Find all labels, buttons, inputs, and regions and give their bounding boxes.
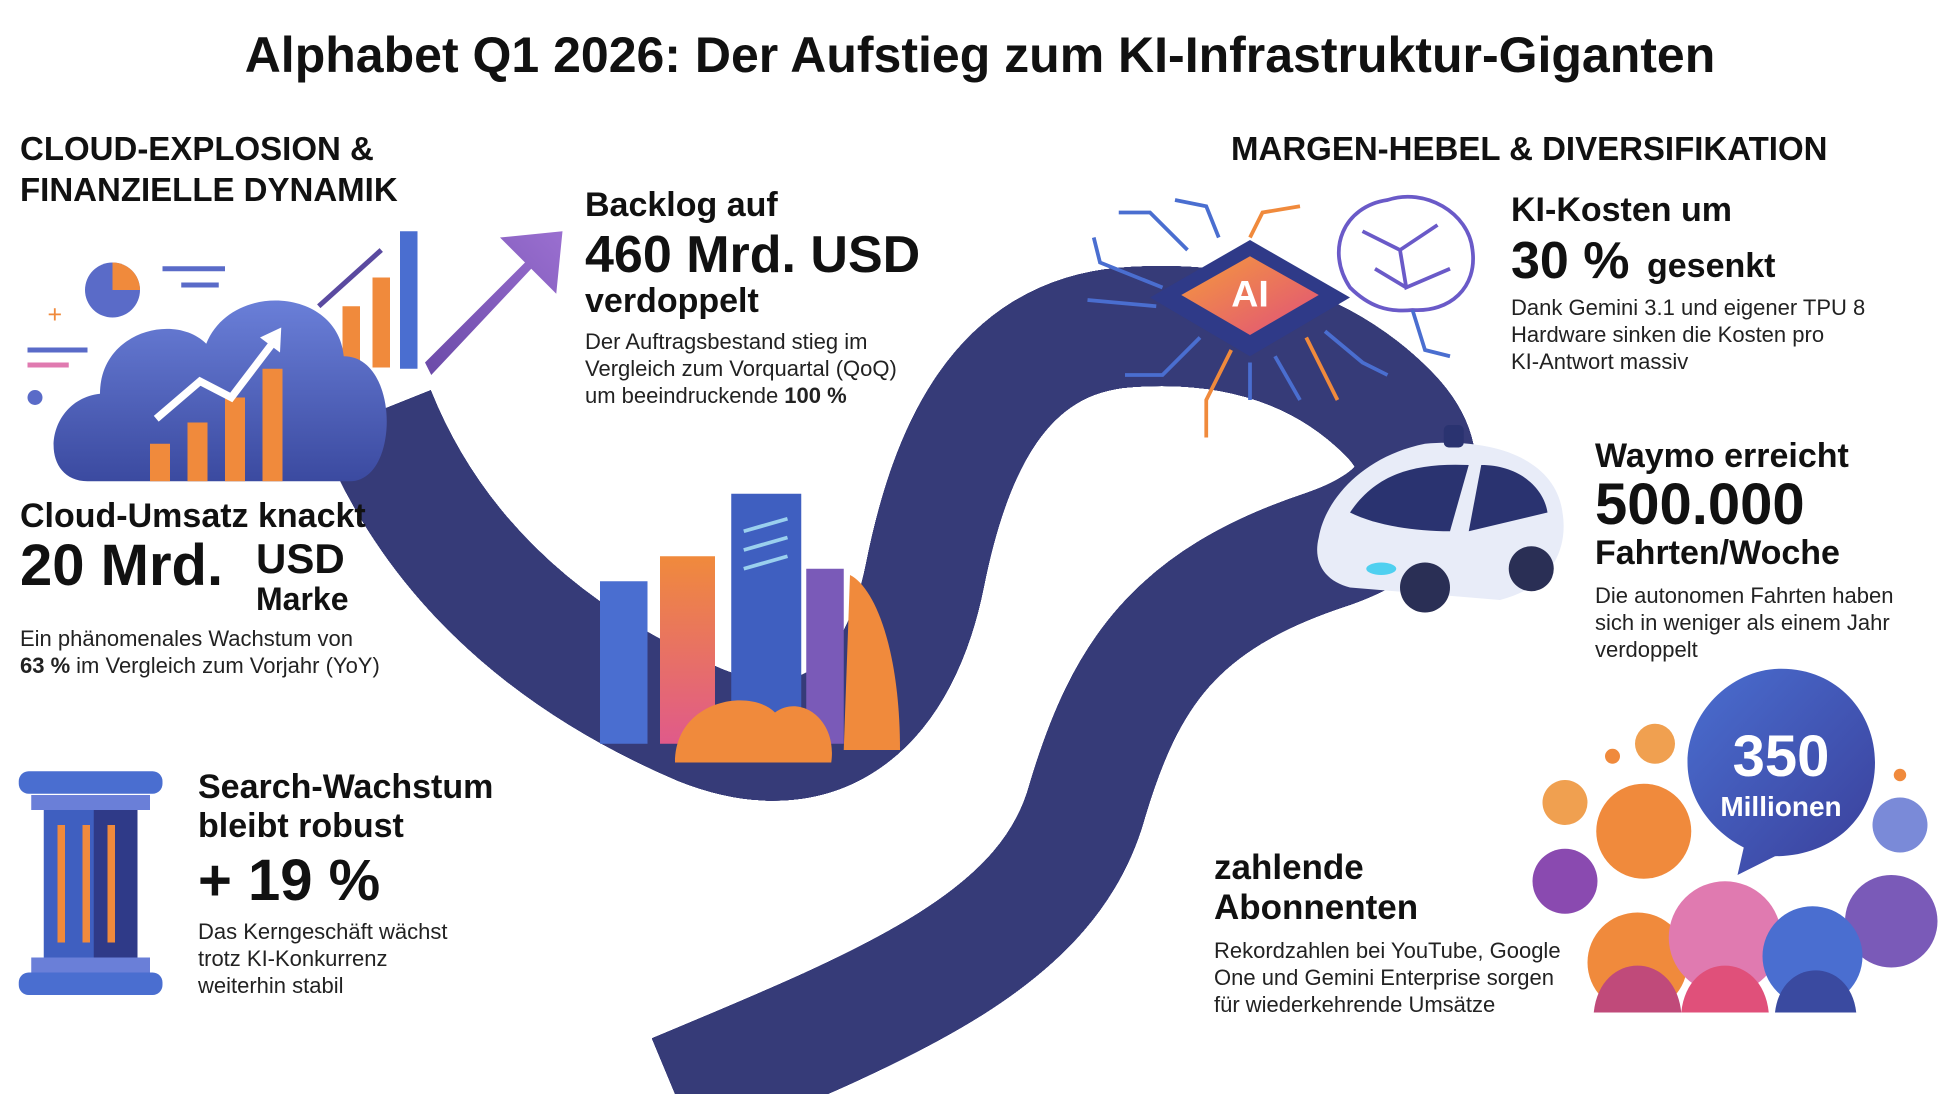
description-text: um beeindruckende <box>585 383 778 408</box>
unit: USD <box>256 535 345 582</box>
cloud-block: Cloud-Umsatz knackt 20 Mrd. USD Marke Ei… <box>20 497 380 678</box>
lead: KI-Kosten um <box>1511 191 1732 229</box>
left-heading: CLOUD-EXPLOSION & <box>20 130 374 167</box>
backlog-block: Backlog auf 460 Mrd. USD verdoppelt Der … <box>585 186 920 408</box>
description: sich in weniger als einem Jahr <box>1595 610 1890 635</box>
subscriber-icons <box>1532 668 1938 1013</box>
description: weiterhin stabil <box>197 973 344 998</box>
tail: verdoppelt <box>585 282 759 320</box>
tail: Fahrten/Woche <box>1595 534 1840 572</box>
cloud-icon: + <box>27 262 387 482</box>
tail: gesenkt <box>1647 247 1776 285</box>
figure: 20 Mrd. <box>20 533 223 598</box>
chip-label: AI <box>1231 272 1269 314</box>
description: um beeindruckende 100 % <box>585 383 847 408</box>
figure: + 19 % <box>198 848 380 913</box>
ai-chip: AI <box>1087 198 1389 438</box>
pillar-icon <box>18 771 163 995</box>
figure: 460 Mrd. USD <box>585 226 920 284</box>
lead: Waymo erreicht <box>1595 437 1849 475</box>
city <box>600 493 900 763</box>
waymo-block: Waymo erreicht 500.000 Fahrten/Woche Die… <box>1595 437 1893 662</box>
lead: Backlog auf <box>585 186 778 224</box>
autonomous-car <box>1317 425 1564 613</box>
tail: Marke <box>256 581 349 617</box>
subscribers-block: 350 Millionen zahlende Abonnenten Rekord… <box>1214 724 1842 1017</box>
description: Ein phänomenales Wachstum von <box>20 626 353 651</box>
lead: zahlende <box>1214 848 1364 887</box>
description-bold: 100 % <box>784 383 846 408</box>
description: Der Auftragsbestand stieg im <box>585 329 867 354</box>
description-text: im Vergleich zum Vorjahr (YoY) <box>76 653 380 678</box>
description-bold: 63 % <box>20 653 70 678</box>
plus-icon: + <box>48 301 63 329</box>
figure: 350 <box>1733 724 1830 789</box>
description: One und Gemini Enterprise sorgen <box>1214 965 1554 990</box>
right-heading: MARGEN-HEBEL & DIVERSIFIKATION <box>1231 130 1827 167</box>
lead: bleibt robust <box>198 807 404 845</box>
figure: 30 % <box>1511 232 1630 290</box>
search-block: Search-Wachstum bleibt robust + 19 % Das… <box>197 768 493 998</box>
description: KI-Antwort massiv <box>1511 349 1688 374</box>
description: trotz KI-Konkurrenz <box>198 946 388 971</box>
description: verdoppelt <box>1595 637 1698 662</box>
description: Rekordzahlen bei YouTube, Google <box>1214 938 1561 963</box>
description: Dank Gemini 3.1 und eigener TPU 8 <box>1511 295 1865 320</box>
lead: Abonnenten <box>1214 888 1418 927</box>
artwork: + A <box>18 194 1938 1094</box>
ai-costs-block: KI-Kosten um 30 % gesenkt Dank Gemini 3.… <box>1511 191 1865 374</box>
brain-icon <box>1337 194 1475 359</box>
figure: 500.000 <box>1595 472 1805 537</box>
growth-arrow <box>317 231 563 375</box>
description: Hardware sinken die Kosten pro <box>1511 322 1824 347</box>
title: Alphabet Q1 2026: Der Aufstieg zum KI-In… <box>245 27 1716 83</box>
unit: Millionen <box>1720 791 1841 822</box>
description: Vergleich zum Vorquartal (QoQ) <box>585 356 897 381</box>
description: für wiederkehrende Umsätze <box>1214 992 1495 1017</box>
left-heading: FINANZIELLE DYNAMIK <box>20 171 398 208</box>
description: 63 % im Vergleich zum Vorjahr (YoY) <box>20 653 380 678</box>
description: Die autonomen Fahrten haben <box>1595 583 1893 608</box>
description: Das Kerngeschäft wächst <box>198 919 447 944</box>
lead: Search-Wachstum <box>198 768 493 806</box>
lead: Cloud-Umsatz knackt <box>20 497 366 535</box>
